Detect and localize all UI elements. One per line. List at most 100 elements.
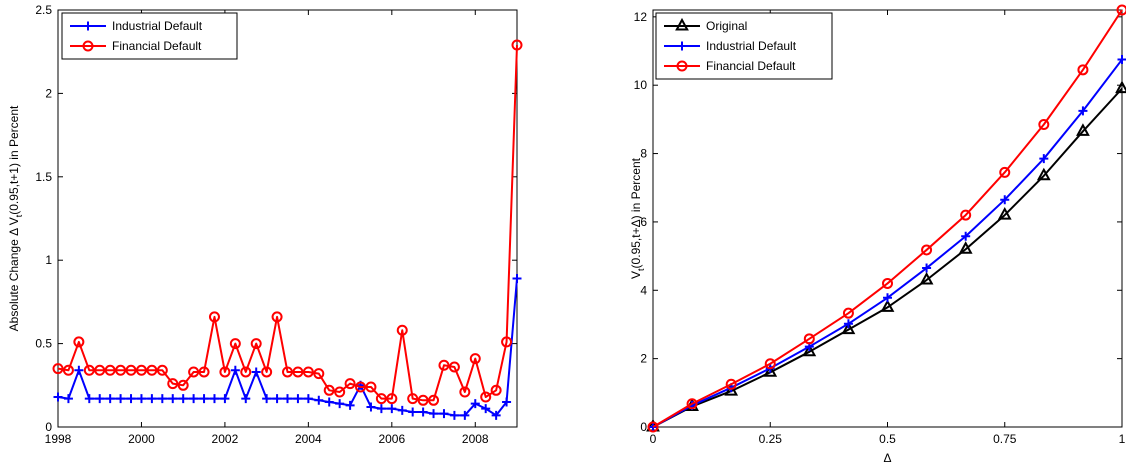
legend-label: Financial Default	[706, 59, 796, 73]
data-point	[323, 384, 335, 396]
legend-entry: Industrial Default	[70, 19, 203, 33]
data-point	[429, 409, 439, 419]
data-point	[490, 384, 502, 396]
data-point	[647, 421, 659, 433]
x-axis-label: Δ	[883, 451, 891, 465]
data-point	[271, 311, 283, 323]
data-point	[883, 293, 892, 303]
data-point	[1039, 154, 1049, 164]
data-point	[125, 364, 137, 376]
data-point	[250, 338, 262, 350]
data-point	[208, 311, 220, 323]
data-point	[376, 404, 386, 414]
data-point	[803, 333, 815, 345]
data-point	[177, 379, 189, 391]
data-point	[375, 393, 387, 405]
legend-entry: Financial Default	[664, 59, 796, 73]
data-point	[115, 364, 127, 376]
data-point	[1077, 64, 1089, 76]
legend-label: Industrial Default	[112, 19, 203, 33]
label-part-0: Absolute Change Δ V	[7, 217, 21, 331]
plot-area-frame	[57, 9, 518, 428]
data-point	[230, 365, 240, 375]
x-tick-label: 0.75	[993, 432, 1017, 446]
series-original	[646, 80, 1126, 432]
x-tick-label: 2002	[212, 432, 239, 446]
data-point	[366, 402, 376, 412]
data-point	[512, 274, 522, 284]
y-tick-label: 1.5	[35, 170, 52, 184]
data-point	[480, 391, 492, 403]
data-point	[198, 366, 210, 378]
data-point	[481, 404, 491, 414]
label-part-2: (0.95,t+1) in Percent	[7, 105, 21, 215]
legend-box	[61, 12, 238, 60]
data-point	[157, 394, 167, 404]
data-point	[1076, 123, 1090, 136]
data-point	[686, 398, 698, 410]
y-tick-label: 0.5	[35, 337, 52, 351]
y-tick-label: 8	[640, 147, 647, 161]
data-point	[502, 397, 512, 407]
data-point	[345, 400, 355, 410]
y-axis-label: Vt(0.95,t+Δ) in Percent	[629, 157, 646, 279]
data-point	[209, 394, 219, 404]
data-point	[324, 397, 334, 407]
data-point	[355, 381, 367, 393]
data-point	[229, 338, 241, 350]
data-point	[386, 393, 398, 405]
x-tick-label: 1998	[45, 432, 72, 446]
data-point	[921, 244, 933, 256]
data-point	[302, 366, 314, 378]
data-point	[126, 394, 136, 404]
data-point	[999, 166, 1011, 178]
data-point	[334, 386, 346, 398]
data-point	[105, 394, 115, 404]
series-financial-default	[647, 4, 1126, 433]
data-point	[1000, 195, 1010, 205]
data-point	[843, 319, 853, 329]
y-tick-label: 2	[45, 86, 52, 100]
data-point	[63, 394, 73, 404]
data-point	[314, 395, 324, 405]
data-point	[418, 407, 428, 417]
data-point	[220, 394, 230, 404]
x-tick-label: 2000	[128, 432, 155, 446]
data-point	[922, 263, 932, 273]
y-tick-label: 4	[640, 283, 647, 297]
series-industrial-default	[53, 274, 522, 420]
data-point	[344, 378, 356, 390]
data-point	[841, 321, 856, 335]
series-financial-default	[52, 39, 523, 406]
data-point	[62, 364, 74, 376]
data-point	[282, 366, 293, 378]
data-point	[189, 394, 199, 404]
data-point	[919, 271, 934, 285]
data-point	[84, 394, 94, 404]
x-tick-label: 0	[650, 432, 657, 446]
data-point	[501, 336, 513, 348]
x-tick-label: 0.25	[759, 432, 783, 446]
data-point	[262, 394, 272, 404]
data-point	[408, 407, 418, 417]
data-point	[438, 359, 450, 371]
x-tick-label: 2008	[462, 432, 489, 446]
data-point	[417, 394, 429, 406]
data-point	[511, 39, 523, 51]
data-point	[459, 386, 471, 398]
label-part-1: t	[14, 214, 24, 217]
data-point	[52, 363, 64, 375]
data-point	[272, 394, 282, 404]
data-point	[396, 324, 408, 336]
series-line	[652, 87, 1123, 428]
data-point	[188, 366, 200, 378]
data-point	[880, 299, 895, 312]
legend-label: Industrial Default	[706, 39, 797, 53]
data-point	[1036, 167, 1051, 181]
data-point	[251, 367, 261, 377]
data-point	[74, 365, 84, 375]
y-tick-label: 1	[45, 253, 52, 267]
legend-marker	[676, 60, 688, 72]
data-point	[763, 364, 778, 377]
